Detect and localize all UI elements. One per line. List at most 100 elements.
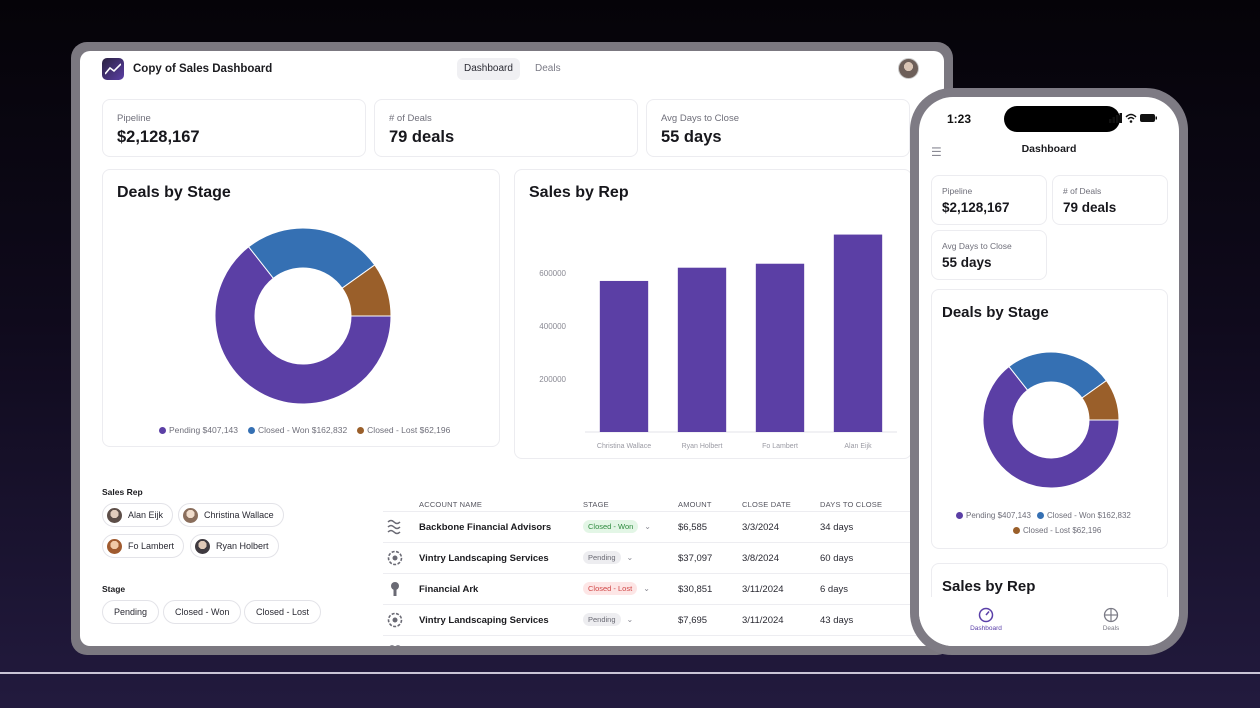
donut-slice-pending[interactable] (214, 246, 392, 405)
chip-label: Ryan Holbert (216, 541, 269, 551)
status-icons (1109, 113, 1157, 123)
bottom-tab-label: Deals (1102, 625, 1120, 632)
user-avatar[interactable] (898, 58, 919, 79)
table-row[interactable]: Vintry Landscaping Services Pending ⌄ $37… (383, 542, 944, 573)
kpi-label: # of Deals (389, 113, 432, 124)
days-to-close-cell: 43 days (820, 615, 854, 626)
kpi-card-avg-days: Avg Days to Close 55 days (931, 230, 1047, 280)
legend-label: Closed - Lost $62,196 (1023, 526, 1102, 535)
table-row[interactable]: Financial Ark Closed - Lost ⌄ $30,851 3/1… (383, 573, 944, 604)
legend-label: Pending $407,143 (966, 511, 1031, 520)
account-hearts-icon (389, 645, 401, 646)
column-header-days-to-close[interactable]: DAYS TO CLOSE (820, 500, 883, 509)
x-tick-label: Fo Lambert (762, 443, 798, 450)
bottom-tab-dashboard[interactable]: Dashboard (956, 607, 1016, 632)
column-header-stage[interactable]: STAGE (583, 500, 609, 509)
legend-item-lost: Closed - Lost $62,196 (1013, 526, 1101, 535)
legend-label: Closed - Lost $62,196 (367, 425, 451, 435)
table-row[interactable]: Vintry Landscaping Services Pending ⌄ $7,… (383, 604, 944, 635)
legend-swatch (1013, 527, 1020, 534)
table-row[interactable]: Backbone Financial Advisors Closed - Won… (383, 511, 944, 542)
phone-deals-by-stage-donut (982, 351, 1120, 489)
legend-label: Pending $407,143 (169, 425, 239, 435)
filter-chip-rep[interactable]: Fo Lambert (102, 534, 185, 558)
stage-badge: Closed - Lost (583, 582, 638, 595)
hamburger-menu-icon[interactable]: ☰ (931, 145, 942, 159)
avatar (195, 538, 210, 554)
deals-by-stage-donut (214, 227, 392, 405)
dynamic-island (1004, 106, 1120, 132)
column-header-account[interactable]: ACCOUNT NAME (419, 500, 483, 509)
amount-cell: $7,695 (678, 615, 708, 626)
y-tick-label: 200000 (539, 375, 566, 384)
bar-alan-eijk[interactable] (833, 234, 883, 432)
close-date-cell: 3/11/2024 (742, 584, 784, 595)
donut-slice-closed-won[interactable] (1008, 351, 1108, 399)
bar-ryan-holbert[interactable] (677, 267, 727, 432)
bar-fo-lambert[interactable] (755, 263, 805, 432)
stage-cell[interactable]: Closed - Won ⌄ (583, 520, 651, 533)
table-row-partial[interactable] (383, 635, 944, 646)
avatar (183, 507, 198, 523)
x-tick-label: Ryan Holbert (682, 443, 723, 450)
legend-item-pending: Pending $407,143 (159, 425, 238, 435)
bottom-tab-deals[interactable]: Deals (1081, 607, 1141, 632)
chip-label: Christina Wallace (204, 510, 274, 520)
account-wave-icon (387, 519, 401, 535)
chip-label: Fo Lambert (128, 541, 175, 551)
kpi-label: Avg Days to Close (661, 113, 739, 124)
phone-page-title: Dashboard (1021, 143, 1077, 155)
filter-chip-stage-won[interactable]: Closed - Won (163, 600, 242, 624)
tablet-frame: Copy of Sales Dashboard Dashboard Deals … (71, 42, 953, 655)
deals-by-stage-panel: Deals by Stage Pending $407,143 Closed -… (102, 169, 500, 447)
donut-slice-closed-lost[interactable] (341, 264, 392, 317)
donut-slice-closed-lost[interactable] (1081, 379, 1120, 421)
kpi-value: $2,128,167 (117, 128, 200, 146)
donut-slice-closed-won[interactable] (247, 227, 376, 289)
account-name[interactable]: Vintry Landscaping Services (419, 553, 549, 564)
sales-by-rep-panel: Sales by Rep 200000 400000 600000 Christina… (514, 169, 912, 459)
chevron-down-icon[interactable]: ⌄ (626, 553, 634, 562)
column-header-amount[interactable]: AMOUNT (678, 500, 712, 509)
legend-swatch (1036, 512, 1044, 519)
filter-chip-rep[interactable]: Ryan Holbert (190, 534, 279, 558)
x-tick-label: Christina Wallace (597, 443, 651, 450)
filter-chip-rep[interactable]: Alan Eijk (102, 503, 174, 527)
donut-slice-pending[interactable] (982, 365, 1120, 489)
stage-cell[interactable]: Pending ⌄ (583, 551, 633, 564)
stage-badge: Pending (583, 551, 621, 564)
account-name[interactable]: Vintry Landscaping Services (419, 615, 549, 626)
kpi-card-pipeline: Pipeline $2,128,167 (931, 175, 1047, 225)
kpi-label: # of Deals (1063, 186, 1102, 196)
legend-label: Closed - Won $162,832 (258, 425, 348, 435)
chevron-down-icon[interactable]: ⌄ (643, 584, 650, 593)
tab-deals[interactable]: Deals (535, 63, 561, 74)
tab-dashboard[interactable]: Dashboard (457, 58, 520, 80)
legend-swatch (159, 426, 166, 434)
kpi-value: 79 deals (1063, 200, 1117, 215)
chevron-down-icon[interactable]: ⌄ (626, 615, 634, 624)
filter-chip-stage-lost[interactable]: Closed - Lost (244, 600, 322, 624)
chart-legend-row-2: Closed - Lost $62,196 (1013, 526, 1101, 535)
background-divider-line (0, 672, 1260, 674)
avatar (107, 507, 122, 523)
account-flower-icon (387, 550, 403, 566)
kpi-value: 79 deals (389, 128, 455, 146)
account-name[interactable]: Financial Ark (419, 584, 479, 595)
account-name[interactable]: Backbone Financial Advisors (419, 522, 552, 533)
amount-cell: $6,585 (678, 522, 708, 533)
phone-frame: 1:23 ☰ Dashboard Pipeline $2,128,167 # o… (910, 88, 1188, 655)
days-to-close-cell: 34 days (820, 522, 854, 533)
filter-chip-rep[interactable]: Christina Wallace (178, 503, 284, 527)
filter-label-sales-rep: Sales Rep (102, 487, 143, 497)
stage-cell[interactable]: Closed - Lost ⌄ (583, 582, 650, 595)
stage-cell[interactable]: Pending ⌄ (583, 613, 633, 626)
stage-badge: Pending (583, 613, 621, 626)
column-header-close-date[interactable]: CLOSE DATE (742, 500, 791, 509)
chevron-down-icon[interactable]: ⌄ (644, 522, 651, 531)
app-header: Copy of Sales Dashboard Dashboard Deals (80, 51, 944, 91)
avatar (107, 538, 122, 554)
bar-christina-wallace[interactable] (599, 280, 649, 432)
filter-chip-stage-pending[interactable]: Pending (102, 600, 160, 624)
deals-grid-icon (1103, 607, 1119, 623)
